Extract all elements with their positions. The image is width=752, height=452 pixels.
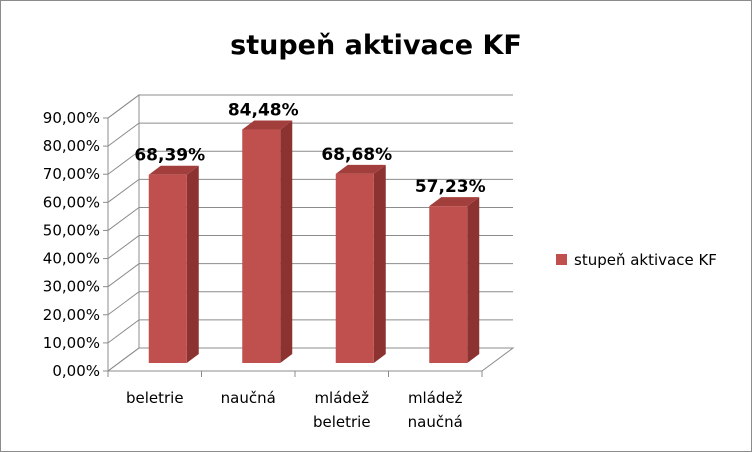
bar-top (242, 120, 293, 130)
side-wall (107, 94, 140, 372)
gridline (107, 263, 513, 288)
gridline (107, 122, 513, 147)
bar (429, 197, 480, 363)
y-tick-label: 20,00% (43, 306, 100, 324)
x-tick-label: beletrie (126, 389, 184, 407)
gridline (107, 94, 513, 119)
gridline (107, 206, 513, 231)
y-tick-label: 30,00% (43, 278, 100, 296)
x-axis: beletrie naučná mládež beletrie mládež naučná (107, 371, 483, 431)
bar (335, 164, 386, 363)
y-tick-label: 80,00% (43, 137, 100, 155)
gridline (107, 291, 513, 316)
bar-side (467, 197, 480, 363)
bar (148, 165, 199, 363)
bar-front (335, 173, 374, 363)
floor (106, 347, 515, 372)
gridline (107, 150, 513, 175)
bar-top (335, 164, 386, 174)
y-tick-label: 60,00% (43, 193, 100, 211)
y-tick-label: 0,00% (52, 362, 100, 380)
gridlines (107, 94, 513, 344)
legend-swatch (556, 254, 567, 265)
chart-title: stupeň aktivace KF (230, 30, 522, 61)
bar-series (148, 120, 480, 363)
bar-front (242, 129, 281, 363)
legend: stupeň aktivace KF (556, 251, 717, 269)
bar-side (280, 120, 293, 363)
data-labels: 68,39% 84,48% 68,68% 57,23% (134, 101, 485, 198)
data-label: 57,23% (415, 177, 486, 197)
bar-side (373, 164, 386, 363)
data-label: 68,68% (321, 145, 392, 165)
gridline (107, 235, 513, 259)
gridline (107, 178, 513, 203)
data-label: 68,39% (134, 146, 205, 166)
x-tick-label: naučná (221, 389, 276, 407)
bar-top (148, 165, 199, 175)
y-tick-label: 10,00% (43, 334, 100, 352)
bar-front (429, 206, 468, 363)
bar (242, 120, 293, 363)
y-tick-label: 70,00% (43, 165, 100, 183)
x-tick-label: mládež beletrie (313, 389, 371, 431)
bar-side (186, 165, 199, 363)
legend-label: stupeň aktivace KF (574, 251, 717, 269)
y-axis: 0,00% 10,00% 20,00% 30,00% 40,00% 50,00% 60,00… (43, 109, 109, 380)
y-tick-label: 90,00% (43, 109, 100, 127)
y-tick-label: 40,00% (43, 250, 100, 268)
bar-front (148, 174, 187, 363)
x-tick-label: mládež naučná (408, 389, 463, 431)
data-label: 84,48% (228, 101, 299, 121)
y-tick-label: 50,00% (43, 221, 100, 239)
bar-top (429, 197, 480, 207)
gridline (107, 319, 513, 344)
